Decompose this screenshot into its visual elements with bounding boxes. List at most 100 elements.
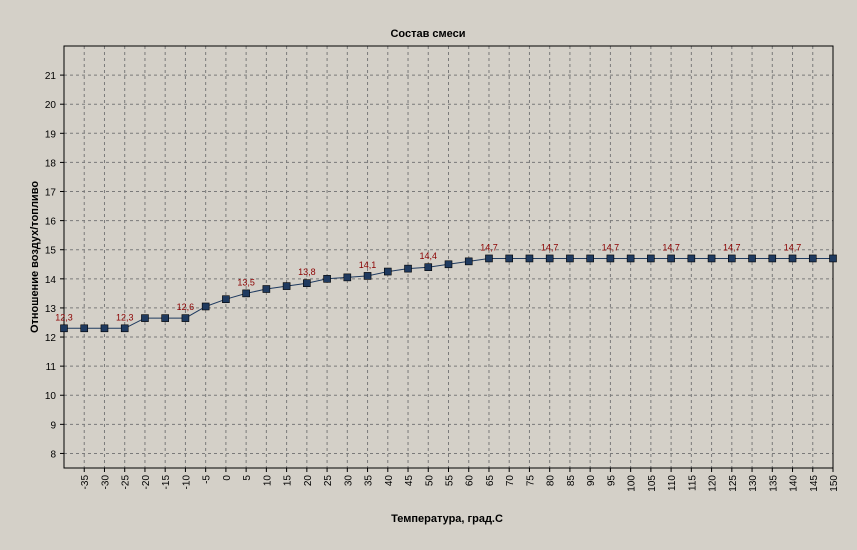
data-point-marker	[60, 324, 68, 333]
data-label: 13,5	[237, 277, 255, 287]
x-tick-label: 105	[647, 475, 658, 492]
data-label: 14,7	[662, 242, 680, 252]
x-tick-label: 90	[586, 475, 597, 487]
data-point-marker	[80, 324, 89, 333]
data-point-marker	[728, 254, 736, 263]
data-point-marker	[525, 254, 534, 263]
data-point-marker	[829, 254, 837, 263]
y-tick-label: 13	[45, 304, 57, 315]
data-label: 14,7	[541, 242, 559, 252]
data-point-marker	[464, 257, 473, 266]
x-tick-label: 140	[789, 475, 800, 492]
x-tick-label: 15	[283, 475, 294, 487]
data-point-marker	[383, 267, 392, 276]
data-point-marker	[626, 254, 635, 263]
y-tick-label: 12	[45, 333, 57, 344]
x-tick-label: -15	[161, 475, 172, 490]
data-point-marker	[303, 279, 311, 287]
x-tick-label: 50	[424, 475, 435, 487]
y-tick-label: 11	[46, 362, 57, 373]
y-tick-label: 21	[45, 71, 57, 82]
y-tick-label: 19	[45, 129, 57, 140]
data-point-marker	[586, 254, 594, 263]
data-point-marker	[647, 254, 655, 263]
x-tick-label: 125	[728, 475, 739, 492]
data-point-marker	[687, 254, 696, 263]
data-point-marker	[222, 295, 230, 304]
data-point-marker	[161, 314, 169, 322]
chart-title: Состав смеси	[390, 28, 465, 40]
data-point-marker	[748, 254, 756, 263]
x-tick-label: -20	[141, 475, 152, 490]
data-label: 14,7	[723, 242, 741, 252]
data-point-marker	[485, 254, 493, 263]
data-label: 14,7	[480, 242, 498, 252]
data-point-marker	[201, 302, 210, 311]
data-label: 13,8	[298, 267, 316, 277]
x-tick-label: -30	[100, 475, 111, 490]
x-tick-label: 35	[364, 475, 375, 487]
x-tick-label: 20	[303, 475, 314, 487]
y-tick-label: 17	[45, 188, 57, 199]
data-point-marker	[707, 254, 716, 263]
data-point-marker	[343, 273, 352, 282]
x-tick-label: 10	[262, 475, 273, 487]
y-tick-label: 10	[45, 391, 57, 402]
x-tick-label: -5	[202, 475, 213, 484]
x-tick-label: 110	[667, 475, 678, 491]
data-point-marker	[282, 282, 291, 290]
x-tick-label: -35	[80, 475, 91, 490]
x-tick-label: -10	[181, 475, 192, 490]
x-tick-label: 60	[465, 475, 476, 487]
x-tick-label: 40	[384, 475, 395, 487]
x-tick-label: 115	[687, 475, 698, 491]
x-tick-label: 85	[566, 475, 577, 487]
y-tick-label: 8	[50, 449, 56, 460]
data-point-marker	[768, 254, 777, 263]
data-point-marker	[120, 324, 129, 333]
x-tick-label: 80	[546, 475, 557, 487]
data-point-marker	[424, 263, 433, 271]
data-point-marker	[141, 314, 149, 322]
x-axis-title: Температура, град.С	[391, 513, 503, 525]
x-tick-label: 55	[445, 475, 456, 487]
data-label: 14,1	[359, 260, 377, 270]
data-point-marker	[808, 254, 817, 263]
x-tick-label: 5	[242, 475, 253, 481]
x-tick-label: 65	[485, 475, 496, 487]
y-tick-label: 18	[45, 158, 57, 169]
data-point-marker	[181, 314, 190, 322]
data-point-marker	[566, 254, 574, 263]
data-point-marker	[606, 254, 615, 263]
data-point-marker	[363, 272, 372, 280]
x-tick-label: -25	[121, 475, 132, 490]
y-tick-label: 20	[45, 100, 57, 111]
x-tick-label: 100	[627, 475, 638, 492]
data-point-marker	[444, 260, 453, 269]
x-tick-label: 70	[505, 475, 516, 487]
data-point-marker	[100, 324, 109, 333]
x-tick-label: 95	[606, 475, 617, 487]
x-tick-label: 135	[768, 475, 779, 492]
data-label: 14,7	[602, 242, 620, 252]
x-tick-label: 120	[708, 475, 719, 492]
data-label: 12,3	[55, 312, 73, 322]
x-tick-label: 0	[222, 475, 233, 481]
x-tick-label: 145	[809, 475, 820, 492]
x-tick-label: 150	[829, 475, 840, 492]
y-tick-label: 15	[45, 246, 57, 257]
data-label: 14,7	[784, 242, 802, 252]
data-label: 12,6	[177, 302, 195, 312]
x-tick-label: 75	[525, 475, 536, 487]
data-point-marker	[404, 264, 412, 273]
x-tick-label: 25	[323, 475, 334, 487]
x-tick-label: 130	[748, 475, 759, 492]
y-tick-label: 9	[50, 420, 56, 431]
y-tick-label: 16	[45, 217, 57, 228]
data-point-marker	[505, 254, 514, 263]
data-point-marker	[323, 275, 331, 283]
data-point-marker	[242, 289, 250, 298]
x-tick-label: 45	[404, 475, 415, 487]
